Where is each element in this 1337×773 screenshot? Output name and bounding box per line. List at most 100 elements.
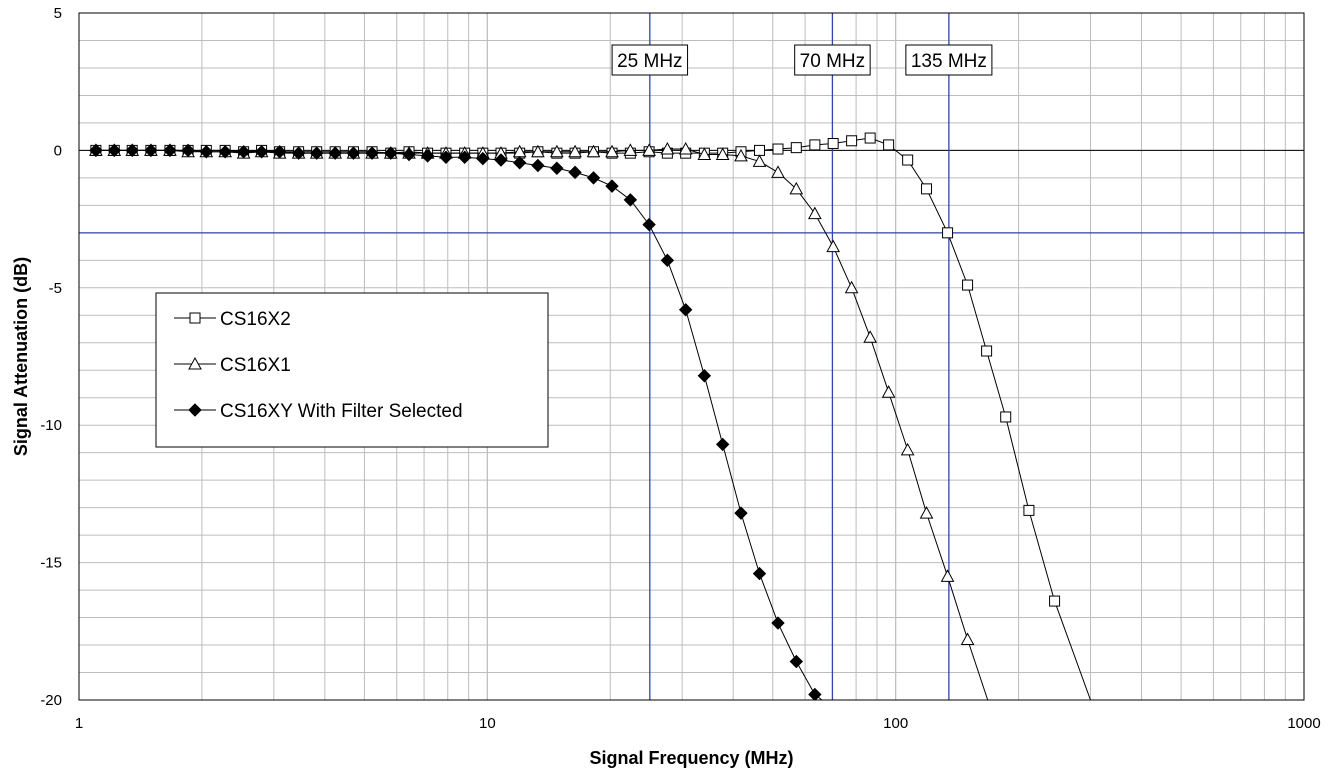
x-tick-label: 100: [883, 715, 908, 732]
data-point: [457, 150, 472, 164]
data-point: [808, 206, 822, 220]
data-point: [181, 143, 195, 158]
data-point: [827, 138, 839, 150]
legend-item: CS16X1: [174, 355, 291, 376]
legend-label: CS16XY With Filter Selected: [220, 401, 463, 422]
data-point: [771, 165, 785, 178]
data-point: [752, 566, 767, 581]
data-point: [942, 227, 954, 239]
y-tick-label: 0: [54, 142, 62, 159]
data-point: [605, 144, 619, 158]
data-point: [864, 132, 876, 144]
data-point: [512, 156, 527, 170]
data-point: [940, 569, 955, 582]
data-point: [902, 154, 914, 166]
data-point: [623, 143, 638, 156]
series-3: [89, 143, 823, 700]
reference-label: 70 MHz: [794, 44, 871, 76]
data-point: [697, 369, 712, 383]
data-point: [586, 144, 601, 158]
y-tick-label: 5: [54, 5, 62, 22]
data-point: [328, 146, 342, 160]
data-point: [960, 632, 975, 646]
reference-label: 135 MHz: [905, 44, 993, 76]
data-point: [789, 181, 804, 195]
data-point: [125, 143, 139, 158]
data-point: [660, 253, 675, 268]
reference-label-box: [794, 44, 871, 76]
y-tick-label: -10: [40, 417, 62, 434]
data-point: [309, 146, 324, 160]
data-point: [697, 147, 712, 161]
data-point: [272, 145, 287, 159]
data-point: [623, 193, 638, 207]
data-point: [494, 153, 508, 167]
data-point: [715, 437, 730, 452]
legend-marker: [188, 356, 202, 370]
y-axis-title: Signal Attenuation (dB): [11, 257, 31, 456]
tick-labels: 1 10 100 1000 5 0 -5 -10 -15 -20: [40, 5, 1320, 732]
data-point: [254, 145, 269, 159]
reference-label: 25 MHz: [611, 44, 689, 76]
data-point: [734, 506, 748, 520]
data-point: [789, 654, 804, 669]
data-point: [881, 385, 896, 398]
reference-labels: 25 MHz 70 MHz 135 MHz: [611, 44, 993, 76]
x-tick-label: 1: [75, 715, 83, 732]
data-point: [531, 144, 545, 158]
reference-label-box: [611, 44, 689, 76]
reference-label-text: 25 MHz: [617, 51, 682, 72]
series-layer: [89, 132, 1091, 700]
data-point: [753, 144, 765, 156]
legend-marker: [189, 312, 201, 324]
data-point: [568, 144, 582, 158]
data-point: [439, 150, 453, 164]
data-point: [218, 145, 232, 159]
data-point: [384, 146, 398, 160]
data-point: [844, 280, 859, 294]
data-point: [1023, 504, 1035, 516]
data-point: [1000, 411, 1012, 423]
data-point: [199, 145, 214, 159]
data-point: [642, 143, 656, 156]
x-axis-title: Signal Frequency (MHz): [589, 748, 793, 768]
data-point: [678, 141, 693, 155]
data-point: [678, 303, 693, 317]
data-point: [715, 147, 730, 161]
data-point: [163, 143, 177, 158]
data-point: [981, 345, 993, 357]
legend: CS16X2 CS16X1 CS16XY With Filter Selected: [155, 292, 549, 448]
data-point: [919, 506, 934, 519]
reference-label-text: 135 MHz: [911, 51, 987, 72]
data-point: [900, 442, 915, 456]
data-point: [550, 144, 564, 158]
data-point: [921, 183, 933, 195]
data-point: [144, 143, 158, 158]
data-point: [771, 616, 785, 630]
data-point: [550, 161, 564, 175]
data-point: [772, 143, 784, 155]
legend-label: CS16X2: [220, 309, 291, 330]
reference-label-text: 70 MHz: [800, 51, 865, 72]
data-point: [420, 149, 435, 163]
data-point: [846, 135, 858, 147]
y-tick-label: -15: [40, 555, 62, 572]
data-point: [808, 687, 822, 700]
x-tick-label: 1000: [1287, 715, 1320, 732]
plot-area-border: [78, 12, 1305, 701]
data-point: [752, 154, 767, 167]
legend-marker: [188, 403, 202, 417]
data-point: [642, 217, 656, 232]
data-point: [291, 146, 306, 160]
y-tick-label: -20: [40, 692, 62, 709]
legend-label: CS16X1: [220, 355, 291, 376]
x-tick-label: 10: [479, 715, 496, 732]
data-point: [531, 158, 545, 173]
legend-item: CS16XY With Filter Selected: [174, 401, 463, 422]
reference-lines: [79, 13, 1304, 700]
reference-label-box: [905, 44, 993, 76]
data-point: [236, 145, 251, 159]
data-point: [107, 143, 121, 158]
data-point: [734, 148, 748, 162]
